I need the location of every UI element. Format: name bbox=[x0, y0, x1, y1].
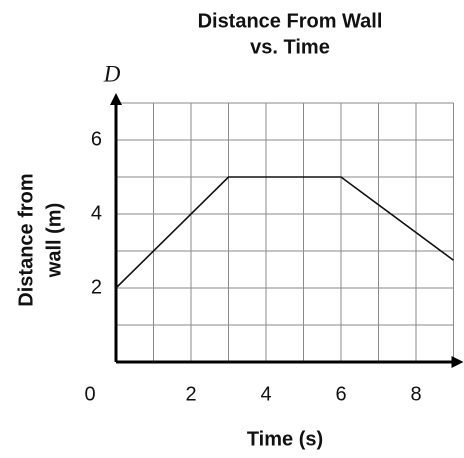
y-tick-label: 6 bbox=[91, 128, 102, 150]
x-tick-label: 8 bbox=[410, 383, 421, 405]
x-tick-label: 6 bbox=[335, 383, 346, 405]
y-label: Distance from wall (m) bbox=[15, 173, 65, 306]
y-axis-symbol: D bbox=[103, 61, 121, 86]
x-label: Time (s) bbox=[247, 428, 323, 450]
x-axis-arrow bbox=[451, 356, 464, 368]
y-tick-label: 4 bbox=[91, 202, 102, 224]
y-label-line: wall (m) bbox=[43, 203, 65, 278]
y-tick-label: 2 bbox=[91, 276, 102, 298]
x-tick-label: 4 bbox=[260, 383, 271, 405]
y-label-line: Distance from bbox=[15, 173, 37, 306]
y-axis-arrow bbox=[110, 93, 122, 105]
chart-title: vs. Time bbox=[250, 36, 330, 58]
chart-title: Distance From Wall bbox=[198, 10, 383, 32]
data-line bbox=[115, 176, 454, 289]
x-tick-label: 0 bbox=[84, 383, 95, 405]
x-tick-label: 2 bbox=[185, 383, 196, 405]
